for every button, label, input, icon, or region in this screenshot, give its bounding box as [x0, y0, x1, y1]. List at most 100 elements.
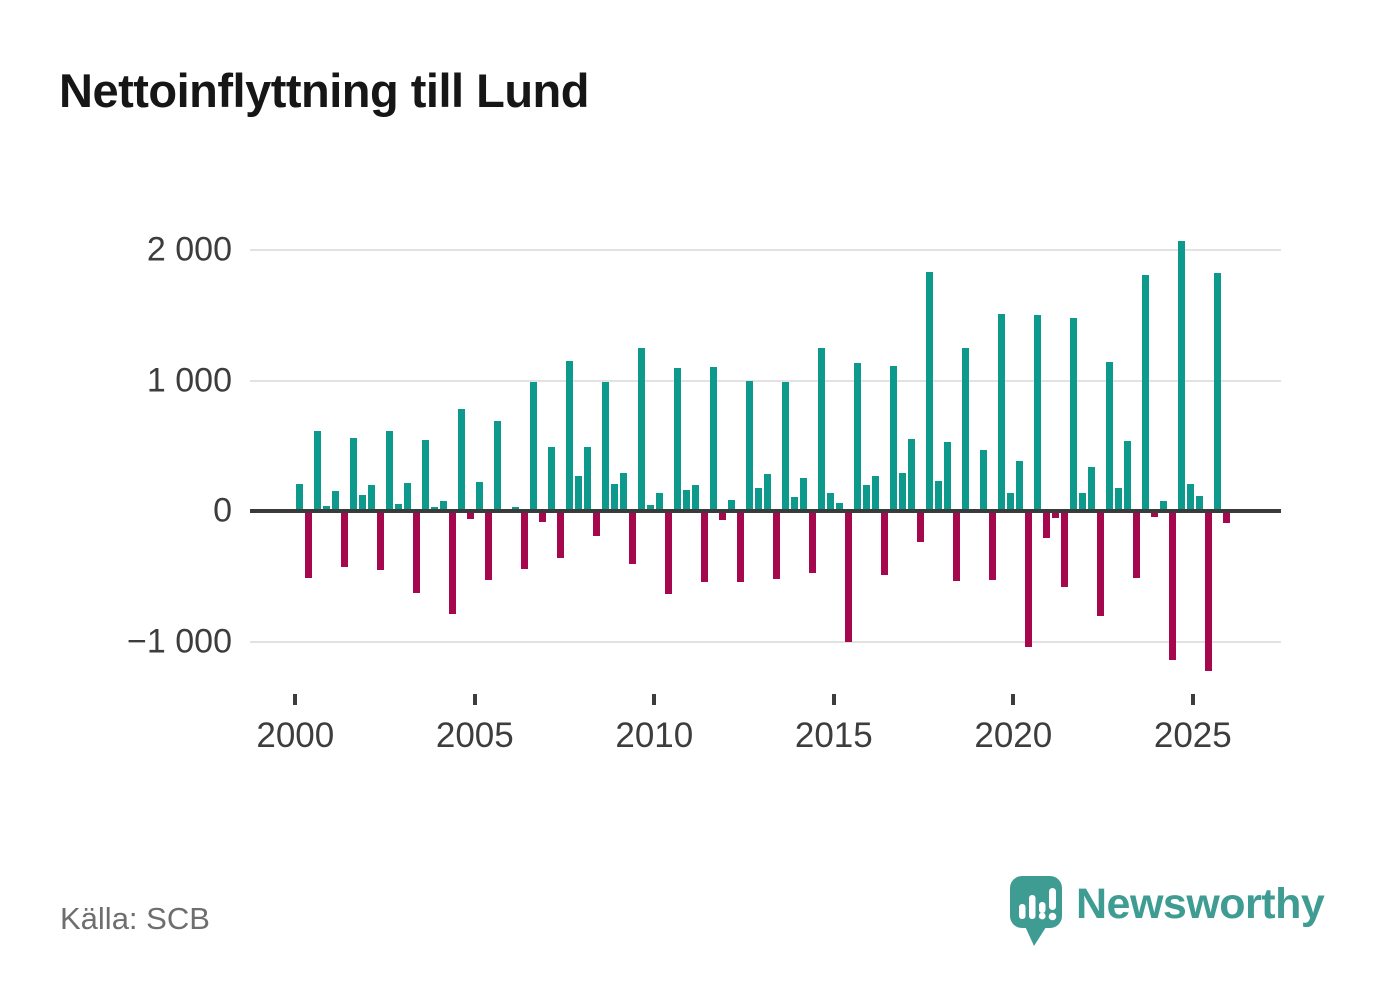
- bar-2003Q1: [404, 482, 411, 511]
- bar-2017Q1: [908, 439, 915, 511]
- x-axis-label-2025: 2025: [1153, 716, 1232, 755]
- bar-2020Q4: [1043, 511, 1050, 539]
- bar-2010Q4: [683, 490, 690, 511]
- bar-2006Q3: [530, 382, 537, 511]
- bar-2009Q4: [647, 505, 654, 511]
- bar-2005Q2: [485, 511, 492, 581]
- bar-2023Q1: [1124, 440, 1131, 511]
- y-axis-label-1000: 1 000: [146, 361, 232, 400]
- bar-2015Q4: [863, 484, 870, 511]
- bar-2015Q1: [836, 502, 843, 511]
- bar-2001Q3: [350, 437, 357, 511]
- y-axis-label-2000: 2 000: [146, 230, 232, 269]
- bar-2000Q2: [305, 511, 312, 578]
- bar-2018Q1: [944, 442, 951, 511]
- bar-2002Q2: [377, 511, 384, 570]
- y-axis-label-0: 0: [213, 491, 232, 530]
- gridline-neg-1000: [250, 641, 1281, 643]
- bar-2011Q3: [710, 366, 717, 511]
- brand-lockup: Newsworthy: [1008, 874, 1328, 954]
- bar-2010Q1: [656, 493, 663, 511]
- bar-2022Q3: [1106, 361, 1113, 511]
- bar-2011Q1: [692, 484, 699, 511]
- chart-title: Nettoinflyttning till Lund: [59, 64, 589, 117]
- bar-2000Q1: [296, 483, 303, 511]
- bar-2018Q3: [962, 347, 969, 511]
- bar-2024Q1: [1160, 501, 1167, 511]
- bar-2008Q4: [611, 483, 618, 511]
- bar-2012Q2: [737, 511, 744, 583]
- bar-2016Q1: [872, 475, 879, 511]
- x-tick-2020: [1011, 694, 1016, 705]
- gridline-2000: [250, 249, 1281, 251]
- bar-2021Q2: [1061, 511, 1068, 587]
- bar-2021Q1: [1052, 511, 1059, 518]
- x-tick-2015: [831, 694, 836, 705]
- bar-2009Q3: [638, 347, 645, 511]
- x-tick-2025: [1190, 694, 1195, 705]
- bar-2023Q3: [1142, 275, 1149, 511]
- bar-2010Q2: [665, 511, 672, 594]
- bar-2019Q2: [989, 511, 996, 580]
- bar-2005Q1: [476, 481, 483, 511]
- x-axis-label-2000: 2000: [256, 716, 335, 755]
- bar-2025Q2: [1205, 511, 1212, 671]
- x-tick-2010: [652, 694, 657, 705]
- bar-2024Q2: [1169, 511, 1176, 661]
- bar-2004Q2: [449, 511, 456, 615]
- bar-2014Q3: [818, 347, 825, 511]
- bar-2017Q2: [917, 511, 924, 543]
- x-axis-label-2010: 2010: [615, 716, 694, 755]
- newsworthy-logo-icon: [1010, 876, 1062, 946]
- bar-2014Q4: [827, 492, 834, 511]
- bar-2013Q2: [773, 511, 780, 579]
- bar-2012Q3: [746, 381, 753, 511]
- bar-2025Q1: [1196, 495, 1203, 511]
- bar-2016Q4: [899, 473, 906, 511]
- bar-2007Q1: [548, 447, 555, 511]
- brand-name: Newsworthy: [1076, 880, 1325, 928]
- bar-2020Q3: [1034, 315, 1041, 511]
- bar-2002Q1: [368, 484, 375, 511]
- bar-2017Q3: [926, 272, 933, 511]
- bar-2024Q3: [1178, 240, 1185, 511]
- bar-2008Q2: [593, 511, 600, 536]
- x-tick-2000: [293, 694, 298, 705]
- bar-2007Q4: [575, 475, 582, 511]
- bar-2017Q4: [935, 480, 942, 511]
- bar-2025Q3: [1214, 272, 1221, 511]
- bar-2023Q2: [1133, 511, 1140, 578]
- bar-2002Q3: [386, 431, 393, 511]
- bar-2003Q2: [413, 511, 420, 594]
- bar-2022Q2: [1097, 511, 1104, 617]
- bar-2001Q2: [341, 511, 348, 568]
- bar-2000Q3: [314, 431, 321, 511]
- bar-2013Q3: [782, 381, 789, 511]
- x-tick-2005: [472, 694, 477, 705]
- y-axis-label-neg-1000: −1 000: [127, 622, 232, 661]
- bar-2015Q3: [854, 362, 861, 511]
- bar-2020Q1: [1016, 460, 1023, 511]
- bar-2018Q2: [953, 511, 960, 581]
- bar-2025Q4: [1223, 511, 1230, 523]
- bar-2004Q1: [440, 500, 447, 511]
- x-axis-label-2005: 2005: [435, 716, 514, 755]
- gridline-1000: [250, 380, 1281, 382]
- bar-2008Q1: [584, 447, 591, 511]
- bar-2007Q3: [566, 360, 573, 511]
- bar-2021Q4: [1079, 493, 1086, 511]
- bar-2020Q2: [1025, 511, 1032, 647]
- bar-2002Q4: [395, 504, 402, 511]
- bar-2006Q4: [539, 511, 546, 523]
- bar-2015Q2: [845, 511, 852, 643]
- x-axis-label-2020: 2020: [974, 716, 1053, 755]
- bar-2019Q4: [1007, 493, 1014, 511]
- bar-2022Q4: [1115, 487, 1122, 511]
- bar-2012Q4: [755, 487, 762, 511]
- bar-2022Q1: [1088, 467, 1095, 511]
- bar-2004Q3: [458, 409, 465, 511]
- bar-2016Q3: [890, 366, 897, 511]
- bar-2001Q4: [359, 495, 366, 511]
- bar-2014Q1: [800, 478, 807, 511]
- bar-2012Q1: [728, 499, 735, 511]
